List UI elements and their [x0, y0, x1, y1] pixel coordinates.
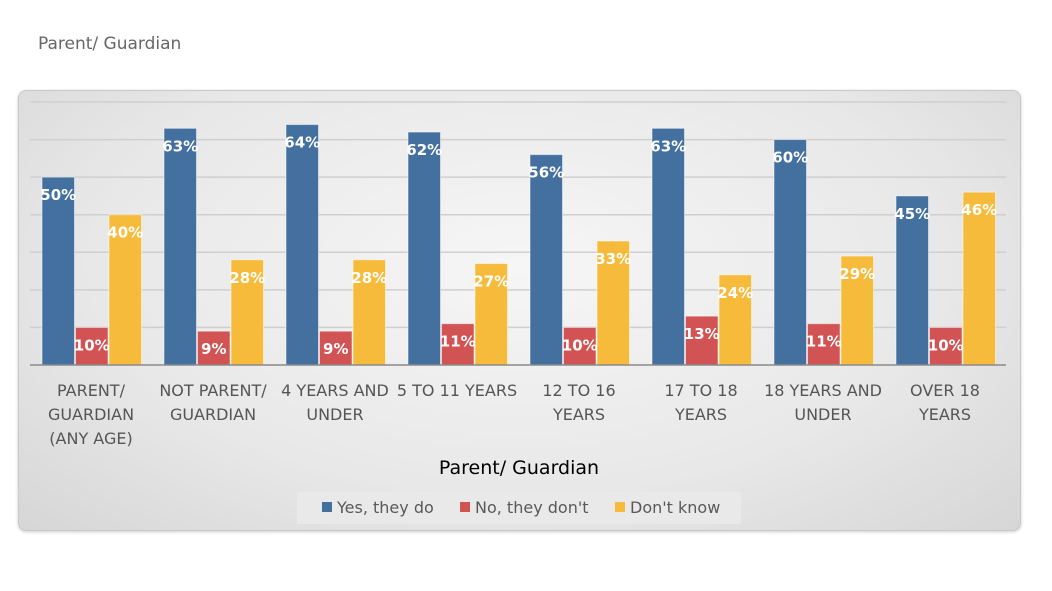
legend: [297, 492, 741, 524]
data-label: 40%: [107, 224, 143, 242]
x-tick-label: GUARDIAN: [48, 405, 134, 424]
bar: [197, 330, 231, 366]
bar: [285, 124, 319, 366]
x-tick-label: 4 YEARS AND: [281, 381, 389, 400]
legend-label: Yes, they do: [336, 498, 434, 517]
bar: [651, 127, 685, 366]
x-tick-label: 17 TO 18: [664, 381, 737, 400]
x-tick-label: YEARS: [552, 405, 605, 424]
x-tick-label: UNDER: [306, 405, 363, 424]
bar: [41, 176, 75, 366]
x-tick-label: 18 YEARS AND: [764, 381, 882, 400]
bar: [840, 255, 874, 366]
legend-swatch: [615, 502, 625, 512]
legend-label: No, they don't: [475, 498, 589, 517]
x-tick-label: 12 TO 16: [542, 381, 615, 400]
x-tick-label: UNDER: [794, 405, 851, 424]
bar: [929, 326, 963, 366]
data-label: 46%: [961, 201, 997, 219]
data-label: 13%: [684, 325, 720, 343]
data-label: 45%: [894, 205, 930, 223]
x-tick-label: OVER 18: [910, 381, 980, 400]
data-label: 11%: [806, 333, 842, 351]
data-label: 63%: [650, 137, 686, 155]
bar: [163, 127, 197, 366]
data-label: 33%: [595, 250, 631, 268]
legend-swatch: [460, 502, 470, 512]
bar: [529, 154, 563, 366]
x-axis-title: Parent/ Guardian: [439, 457, 599, 479]
data-label: 28%: [351, 269, 387, 287]
legend-swatch: [322, 502, 332, 512]
x-tick-label: YEARS: [674, 405, 727, 424]
bar: [441, 323, 475, 366]
x-tick-label: YEARS: [918, 405, 971, 424]
legend-label: Don't know: [630, 498, 720, 517]
data-label: 63%: [162, 137, 198, 155]
data-label: 9%: [201, 340, 226, 358]
bar: [407, 131, 441, 366]
data-label: 56%: [528, 164, 564, 182]
data-label: 62%: [406, 141, 442, 159]
bar: [773, 139, 807, 366]
bar: [319, 330, 353, 366]
x-tick-label: PARENT/: [57, 381, 126, 400]
data-label: 60%: [772, 149, 808, 167]
x-tick-label: 5 TO 11 YEARS: [397, 381, 517, 400]
bar: [962, 191, 996, 366]
page-title: Parent/ Guardian: [38, 34, 182, 54]
data-label: 64%: [284, 134, 320, 152]
data-label: 28%: [229, 269, 265, 287]
x-tick-label: GUARDIAN: [170, 405, 256, 424]
bar: [75, 326, 109, 366]
data-label: 10%: [74, 336, 110, 354]
bar: [895, 195, 929, 366]
bar: [474, 263, 508, 366]
data-label: 27%: [473, 273, 509, 291]
x-tick-label: (ANY AGE): [49, 429, 132, 448]
data-label: 24%: [717, 284, 753, 302]
data-label: 10%: [562, 336, 598, 354]
bar: [807, 323, 841, 366]
data-label: 10%: [928, 336, 964, 354]
bar: [563, 326, 597, 366]
data-label: 50%: [40, 186, 76, 204]
data-label: 9%: [323, 340, 348, 358]
data-label: 29%: [839, 265, 875, 283]
data-label: 11%: [440, 333, 476, 351]
x-tick-label: NOT PARENT/: [159, 381, 267, 400]
bar: [685, 315, 719, 366]
